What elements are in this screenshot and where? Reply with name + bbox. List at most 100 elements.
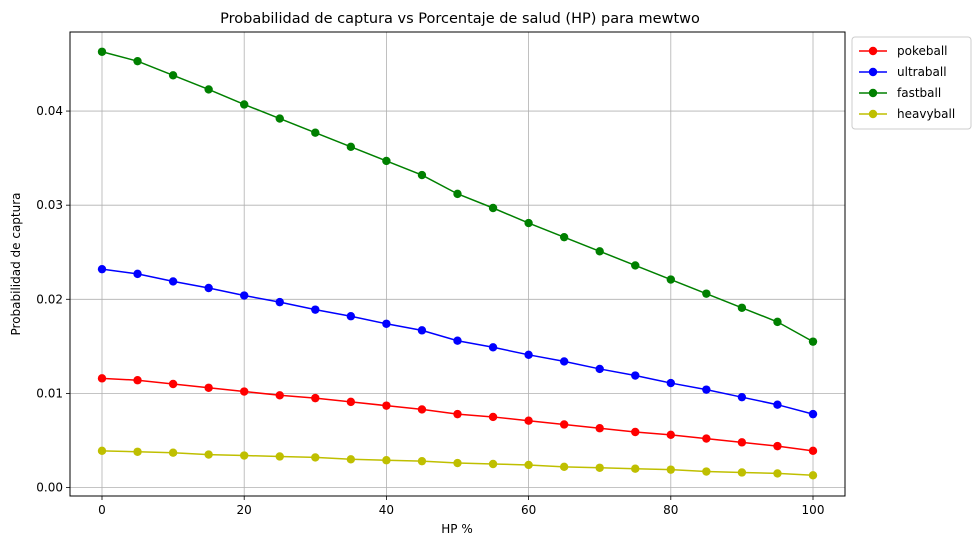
fastball-point [311, 128, 320, 137]
ultraball-point [417, 326, 427, 335]
pokeball-point [737, 438, 747, 447]
legend-marker-fastball [868, 88, 878, 98]
legend: pokeball ultraball fastball heavyball [851, 36, 972, 130]
legend-marker-heavyball [868, 109, 878, 119]
heavyball-point [559, 462, 569, 472]
heavyball-point [311, 453, 320, 462]
pokeball-point [204, 383, 213, 392]
heavyball-point [204, 450, 213, 459]
ultraball-point [631, 371, 640, 380]
heavyball-point [168, 448, 178, 457]
legend-marker-pokeball [868, 46, 878, 56]
ultraball-point [382, 319, 391, 328]
y-tick-label: 0.03 [36, 198, 63, 212]
ultraball-point [453, 336, 462, 345]
x-axis-label: HP % [441, 522, 472, 536]
x-tick-label: 20 [237, 503, 252, 517]
heavyball-point [453, 458, 462, 468]
ultraball-point [737, 392, 747, 402]
heavyball-point [702, 467, 711, 476]
fastball-point [97, 47, 107, 56]
fastball-point [631, 261, 640, 270]
x-tick-label: 40 [379, 503, 394, 517]
series-pokeball [97, 374, 818, 456]
heavyball-point [666, 465, 676, 474]
ultraball-point [524, 350, 533, 360]
series-heavyball [97, 446, 818, 480]
heavyball-point [488, 459, 498, 469]
heavyball-point [595, 463, 604, 472]
ultraball-point [488, 343, 498, 352]
ultraball-point [168, 277, 178, 286]
x-axis: 0 20 40 60 80 100 [98, 496, 824, 517]
pokeball-point [239, 387, 249, 396]
ultraball-point [595, 364, 604, 374]
legend-label-heavyball: heavyball [897, 107, 955, 121]
x-tick-label: 60 [521, 503, 536, 517]
heavyball-point [417, 456, 427, 466]
ultraball-point [346, 312, 356, 321]
pokeball-point [595, 424, 604, 433]
fastball-point [524, 218, 533, 228]
fastball-point [133, 56, 142, 66]
pokeball-point [133, 376, 142, 385]
fastball-point [488, 203, 498, 213]
fastball-point [666, 275, 676, 284]
pokeball-point [382, 401, 391, 410]
fastball-point [239, 100, 249, 109]
pokeball-point [702, 434, 711, 443]
fastball-point [168, 71, 178, 80]
heavyball-point [382, 456, 391, 465]
ultraball-point [239, 291, 249, 300]
fastball-point [595, 247, 604, 256]
ultraball-point [311, 305, 320, 314]
heavyball-point [808, 471, 818, 480]
fastball-point [275, 114, 284, 123]
pokeball-point [773, 441, 782, 451]
legend-label-fastball: fastball [897, 86, 941, 100]
pokeball-point [453, 409, 462, 419]
chart-title: Probabilidad de captura vs Porcentaje de… [220, 11, 700, 27]
ultraball-point [204, 283, 213, 293]
heavyball-point [737, 468, 747, 477]
heavyball-point [275, 452, 284, 461]
pokeball-point [346, 397, 356, 407]
fastball-point [204, 85, 213, 94]
fastball-point [808, 337, 818, 346]
pokeball-point [808, 446, 818, 456]
fastball-point [702, 289, 711, 298]
ultraball-point [97, 264, 107, 274]
fastball-point [417, 170, 427, 180]
y-axis: 0.00 0.01 0.02 0.03 0.04 [36, 104, 70, 495]
fastball-point [773, 317, 782, 327]
heavyball-point [133, 447, 142, 456]
ultraball-point [808, 409, 818, 419]
pokeball-point [559, 420, 569, 429]
ultraball-point [702, 385, 711, 394]
legend-marker-ultraball [868, 67, 878, 77]
fastball-point [559, 232, 569, 242]
pokeball-point [631, 427, 640, 437]
x-tick-label: 0 [98, 503, 106, 517]
legend-label-ultraball: ultraball [897, 65, 947, 79]
x-tick-label: 80 [663, 503, 678, 517]
pokeball-point [488, 412, 498, 422]
fastball-point [346, 142, 356, 152]
pokeball-point [97, 374, 107, 383]
fastball-point [737, 303, 747, 312]
ultraball-point [773, 400, 782, 409]
heavyball-point [346, 455, 356, 464]
heavyball-point [239, 451, 249, 460]
fastball-point [453, 189, 462, 199]
ultraball-point [275, 297, 284, 307]
heavyball-point [773, 469, 782, 478]
pokeball-point [417, 405, 427, 414]
heavyball-point [631, 464, 640, 473]
pokeball-point [168, 379, 178, 389]
series-fastball [97, 47, 818, 346]
pokeball-point [311, 393, 320, 403]
pokeball-point [275, 391, 284, 400]
series-group [97, 47, 818, 480]
ultraball-point [559, 357, 569, 366]
legend-box [851, 36, 972, 130]
